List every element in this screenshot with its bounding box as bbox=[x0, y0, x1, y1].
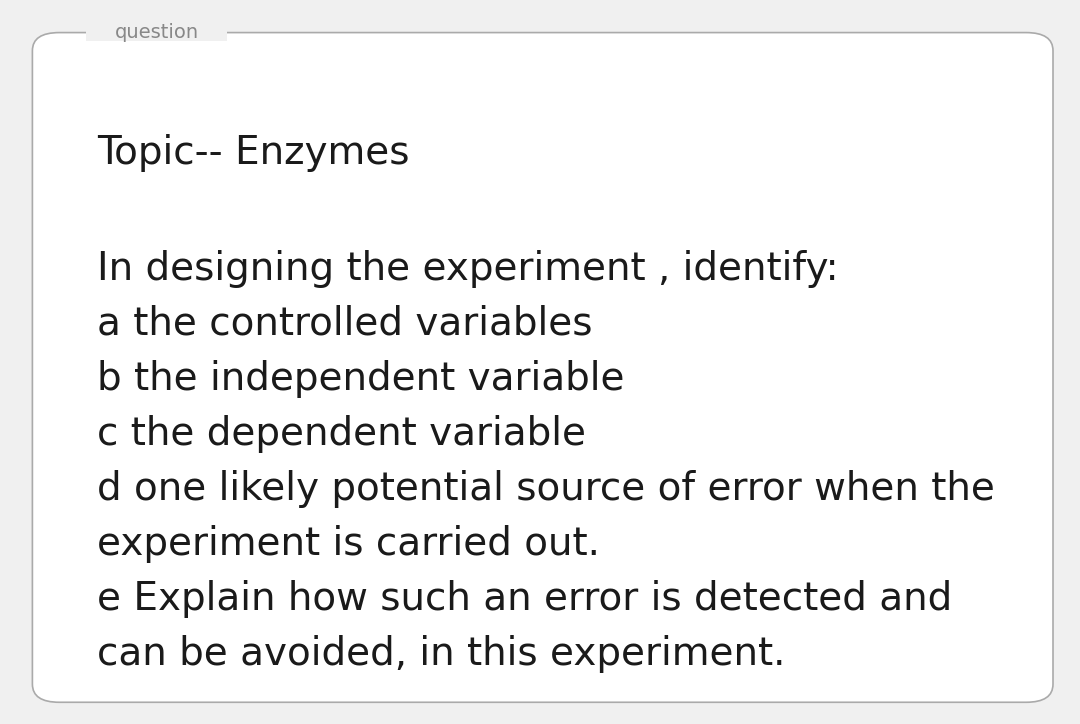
Text: question: question bbox=[114, 23, 199, 42]
Text: a the controlled variables: a the controlled variables bbox=[97, 305, 593, 342]
Text: can be avoided, in this experiment.: can be avoided, in this experiment. bbox=[97, 635, 786, 673]
Text: e Explain how such an error is detected and: e Explain how such an error is detected … bbox=[97, 580, 953, 618]
Text: experiment is carried out.: experiment is carried out. bbox=[97, 525, 600, 563]
Text: c the dependent variable: c the dependent variable bbox=[97, 415, 586, 452]
FancyBboxPatch shape bbox=[32, 33, 1053, 702]
Text: b the independent variable: b the independent variable bbox=[97, 360, 624, 397]
Text: d one likely potential source of error when the: d one likely potential source of error w… bbox=[97, 470, 995, 508]
Text: Topic-- Enzymes: Topic-- Enzymes bbox=[97, 134, 409, 172]
Text: In designing the experiment , identify:: In designing the experiment , identify: bbox=[97, 250, 839, 287]
FancyBboxPatch shape bbox=[86, 24, 227, 41]
